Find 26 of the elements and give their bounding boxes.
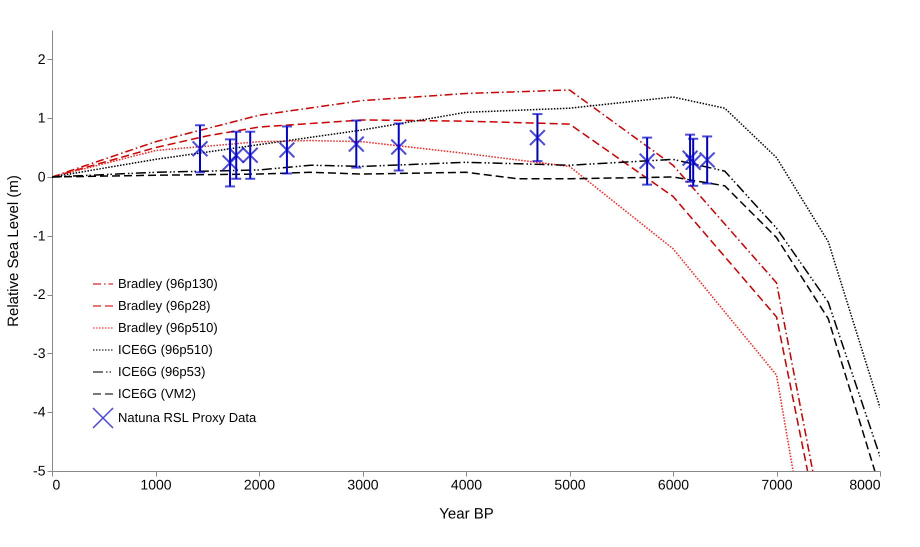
x-tick-label: 4000 <box>450 476 482 492</box>
x-tick-label: 1000 <box>140 476 172 492</box>
legend-label: Bradley (96p510) <box>118 320 218 335</box>
y-tick-label: 2 <box>38 50 46 67</box>
y-tick-label: -4 <box>33 404 46 420</box>
x-tick-label: 8000 <box>849 476 881 492</box>
legend-label: ICE6G (96p53) <box>118 364 206 379</box>
y-tick-label: -3 <box>33 344 46 361</box>
legend-label: Natuna RSL Proxy Data <box>118 410 258 425</box>
legend-label: Bradley (96p28) <box>118 298 210 313</box>
x-axis-title: Year BP <box>439 506 494 522</box>
x-tick-label: 2000 <box>244 476 276 492</box>
x-tick-label: 5000 <box>554 476 586 492</box>
x-tick-label: 0 <box>52 476 60 492</box>
legend-label: Bradley (96p130) <box>118 276 218 291</box>
x-tick-label: 3000 <box>347 476 379 492</box>
y-tick-label: 0 <box>38 168 46 184</box>
y-tick-label: -1 <box>33 227 46 244</box>
legend-label: ICE6G (96p510) <box>118 342 213 357</box>
y-axis-title: Relative Sea Level (m) <box>5 175 22 327</box>
y-tick-label: -5 <box>33 462 46 478</box>
x-tick-label: 6000 <box>658 476 690 492</box>
y-tick-label: 1 <box>38 110 46 126</box>
y-tick-label: -2 <box>33 286 46 302</box>
x-tick-label: 7000 <box>761 476 793 492</box>
legend-label: ICE6G (VM2) <box>118 386 196 401</box>
